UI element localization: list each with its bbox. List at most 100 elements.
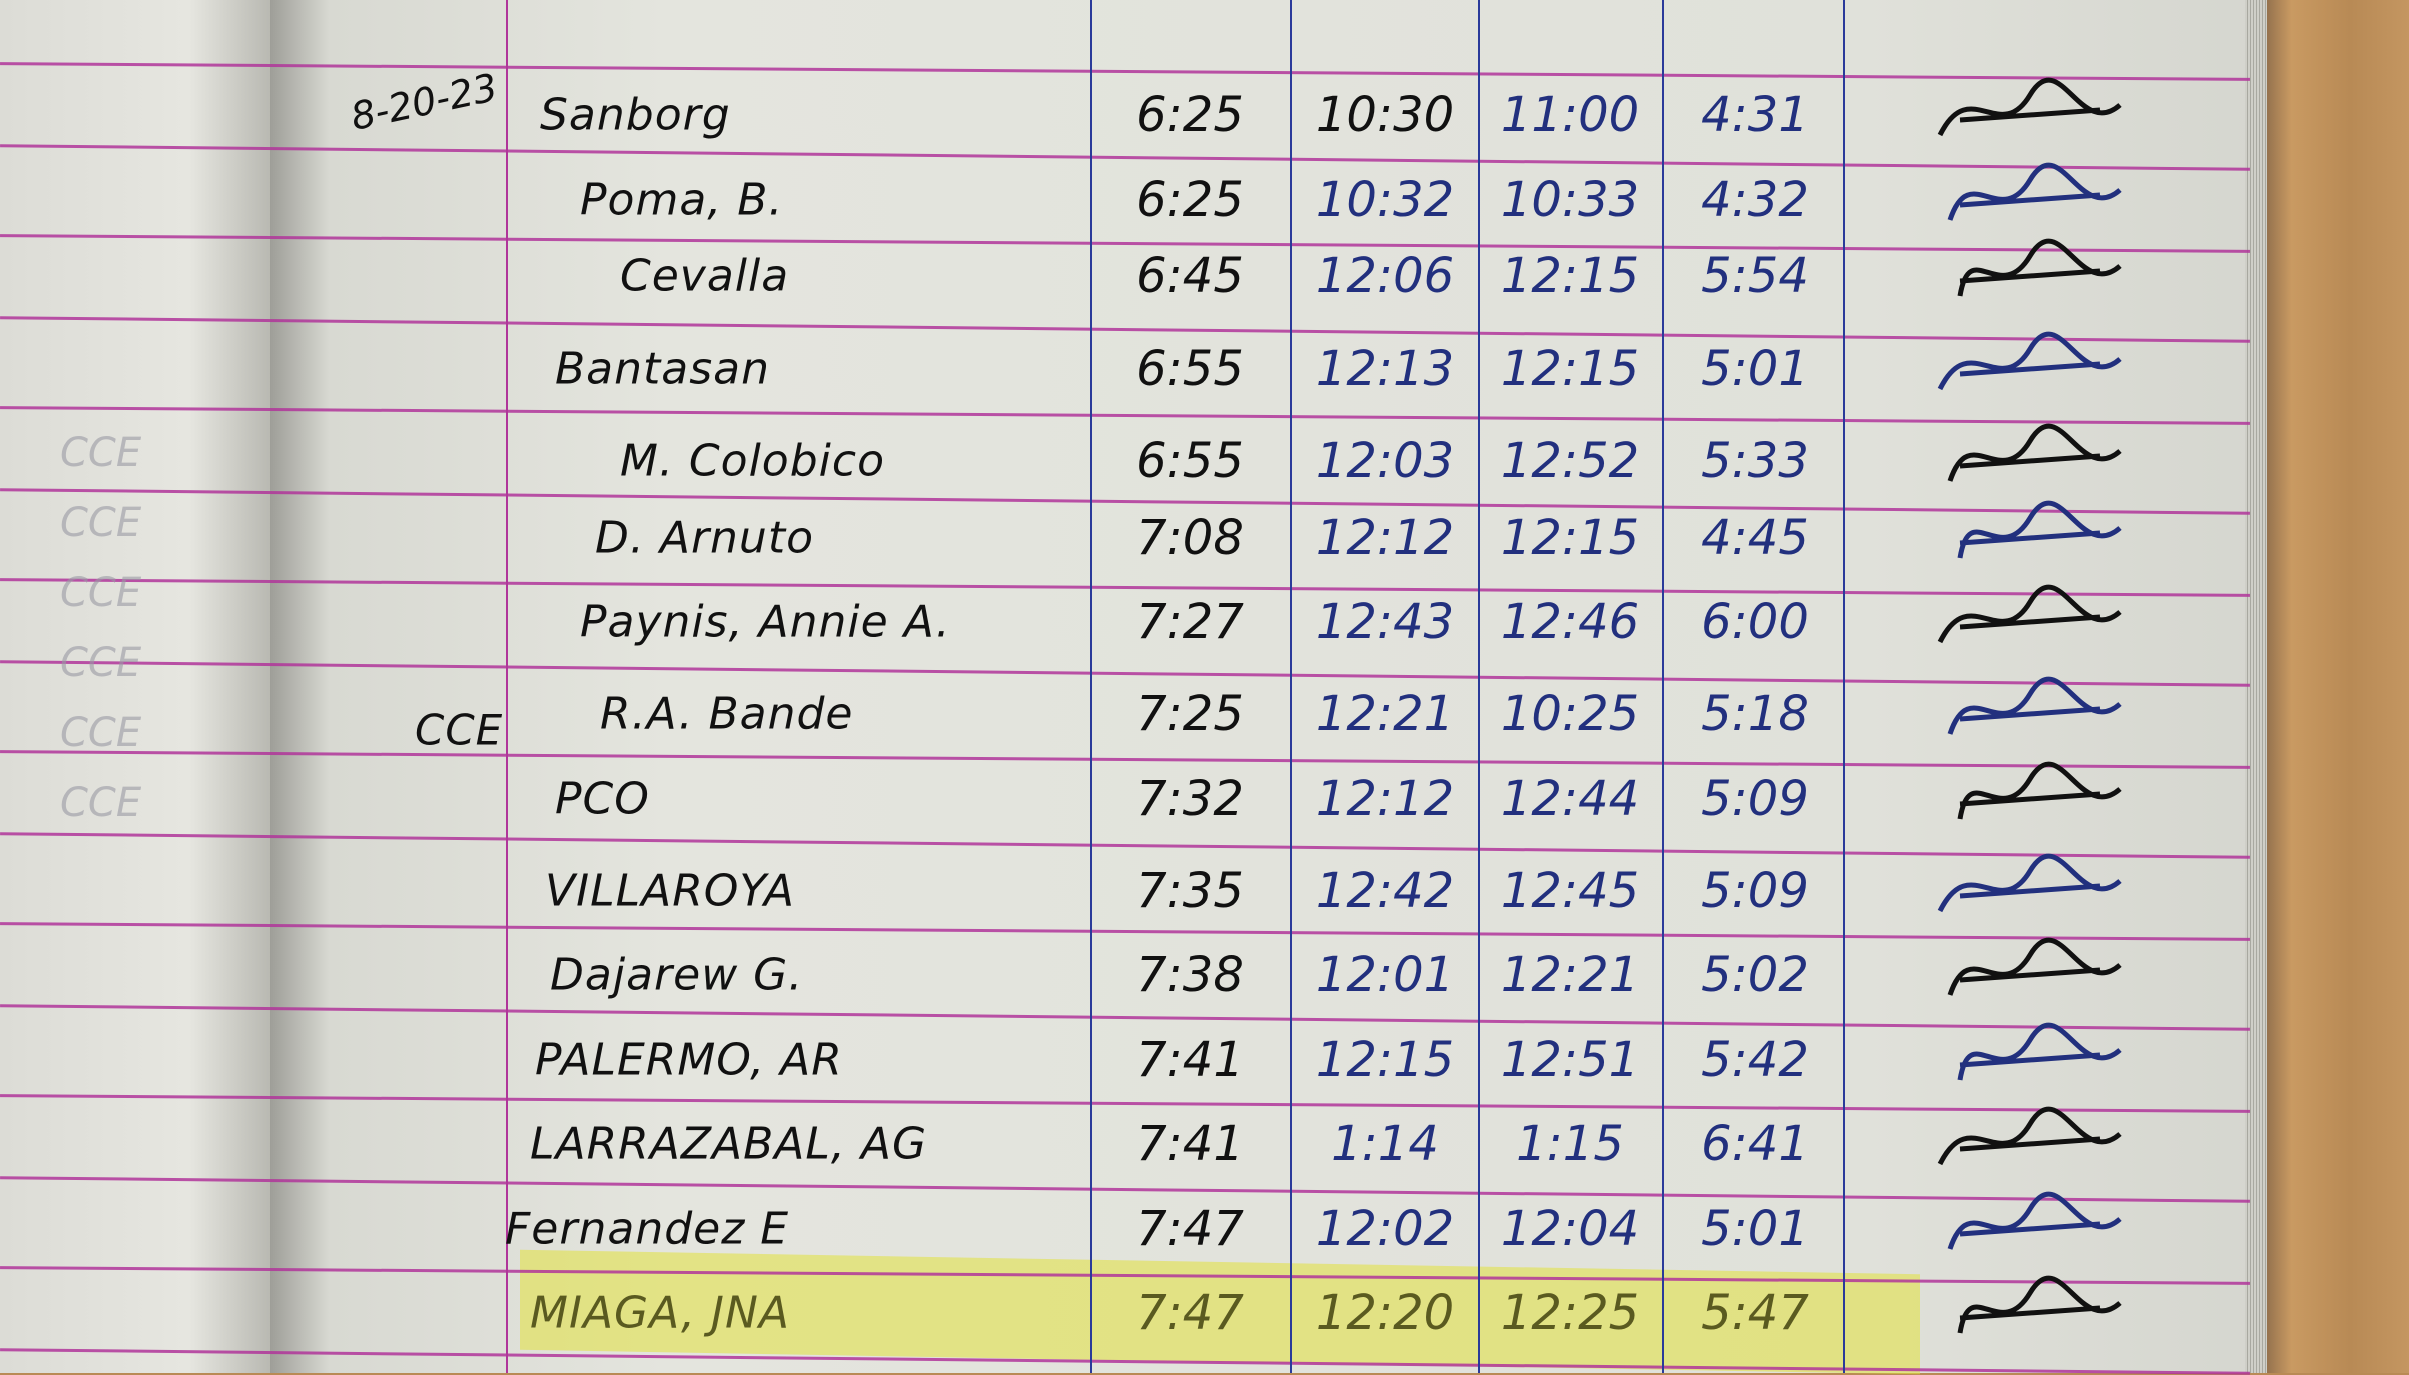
time-out-pm: 5:01: [1701, 341, 1809, 397]
time-in-am: 7:47: [1136, 1285, 1244, 1341]
time-in-pm: 10:25: [1500, 686, 1640, 742]
employee-name: R.A. Bande: [600, 688, 854, 740]
signature: [1937, 77, 2122, 137]
employee-name: Bantasan: [555, 343, 771, 395]
time-in-am: 7:38: [1136, 947, 1244, 1003]
time-out-am: 10:32: [1315, 172, 1455, 228]
time-in-am: 6:25: [1136, 172, 1244, 228]
faint-entry: CCE: [60, 710, 142, 756]
time-out-pm: 5:01: [1701, 1201, 1809, 1257]
time-in-am: 7:08: [1136, 510, 1244, 566]
time-out-am: 12:15: [1315, 1032, 1455, 1088]
time-out-am: 12:13: [1315, 341, 1455, 397]
column-divider: [1662, 0, 1664, 1373]
time-in-pm: 12:15: [1500, 248, 1640, 304]
time-out-pm: 5:47: [1701, 1285, 1809, 1341]
margin-line: [506, 0, 508, 1373]
signature: [1957, 1275, 2122, 1334]
time-out-am: 12:20: [1315, 1285, 1455, 1341]
employee-name: VILLAROYA: [545, 865, 795, 917]
time-in-am: 7:35: [1136, 863, 1244, 919]
time-out-am: 12:12: [1315, 771, 1455, 827]
employee-name: Cevalla: [620, 250, 790, 302]
signature: [1937, 1106, 2122, 1166]
faint-entry: CCE: [60, 780, 142, 826]
signature: [1957, 1022, 2122, 1081]
employee-name: Paynis, Annie A.: [580, 596, 951, 648]
signature: [1947, 676, 2122, 735]
time-in-pm: 12:15: [1500, 510, 1640, 566]
time-out-pm: 4:45: [1701, 510, 1809, 566]
time-out-pm: 6:00: [1701, 594, 1809, 650]
time-out-pm: 4:32: [1701, 172, 1809, 228]
time-in-pm: 12:45: [1500, 863, 1640, 919]
time-in-am: 6:55: [1136, 433, 1244, 489]
faint-entry: CCE: [60, 570, 142, 616]
left-page: [0, 0, 270, 1373]
time-in-pm: 10:33: [1500, 172, 1640, 228]
time-in-am: 7:32: [1136, 771, 1244, 827]
employee-name: M. Colobico: [620, 435, 885, 487]
time-in-pm: 12:44: [1500, 771, 1640, 827]
time-in-am: 6:55: [1136, 341, 1244, 397]
employee-name: Sanborg: [540, 89, 731, 141]
signature: [1937, 584, 2122, 644]
time-in-pm: 12:04: [1500, 1201, 1640, 1257]
time-in-am: 7:41: [1136, 1116, 1244, 1172]
time-in-pm: 12:46: [1500, 594, 1640, 650]
faint-entry: CCE: [60, 640, 142, 686]
time-in-am: 6:45: [1136, 248, 1244, 304]
time-out-pm: 5:33: [1701, 433, 1809, 489]
employee-name: PALERMO, AR: [535, 1034, 843, 1086]
employee-name: D. Arnuto: [595, 512, 814, 564]
time-in-pm: 12:51: [1500, 1032, 1640, 1088]
signature: [1957, 500, 2122, 559]
time-in-pm: 12:25: [1500, 1285, 1640, 1341]
time-out-am: 12:06: [1315, 248, 1455, 304]
time-out-pm: 5:42: [1701, 1032, 1809, 1088]
page-edges: [2245, 0, 2267, 1373]
time-in-am: 7:27: [1136, 594, 1244, 650]
department-tag: CCE: [415, 705, 504, 755]
column-divider: [1478, 0, 1480, 1373]
time-in-am: 7:25: [1136, 686, 1244, 742]
time-out-pm: 6:41: [1701, 1116, 1809, 1172]
time-out-am: 12:12: [1315, 510, 1455, 566]
time-out-pm: 5:02: [1701, 947, 1809, 1003]
time-out-am: 12:02: [1315, 1201, 1455, 1257]
time-in-pm: 1:15: [1516, 1116, 1624, 1172]
signature: [1957, 238, 2122, 297]
time-in-pm: 12:52: [1500, 433, 1640, 489]
time-out-am: 12:43: [1315, 594, 1455, 650]
time-out-am: 12:01: [1315, 947, 1455, 1003]
time-in-am: 6:25: [1136, 87, 1244, 143]
signature: [1937, 853, 2122, 913]
time-out-pm: 5:09: [1701, 771, 1809, 827]
column-divider: [1090, 0, 1092, 1373]
time-in-pm: 11:00: [1500, 87, 1640, 143]
employee-name: LARRAZABAL, AG: [530, 1118, 928, 1170]
faint-entry: CCE: [60, 500, 142, 546]
employee-name: Dajarew G.: [550, 949, 804, 1001]
employee-name: Poma, B.: [580, 174, 784, 226]
time-out-pm: 5:18: [1701, 686, 1809, 742]
time-in-am: 7:47: [1136, 1201, 1244, 1257]
time-out-am: 12:42: [1315, 863, 1455, 919]
signature: [1947, 937, 2122, 996]
time-out-pm: 4:31: [1701, 87, 1809, 143]
time-out-am: 12:21: [1315, 686, 1455, 742]
right-page: [270, 0, 2265, 1373]
time-out-am: 1:14: [1331, 1116, 1439, 1172]
time-out-pm: 5:09: [1701, 863, 1809, 919]
signature-column: [1937, 77, 2122, 1334]
signature: [1937, 331, 2122, 391]
signature: [1947, 1191, 2122, 1250]
time-in-am: 7:41: [1136, 1032, 1244, 1088]
signature: [1947, 162, 2122, 221]
wooden-table: [2262, 0, 2409, 1373]
time-in-pm: 12:21: [1500, 947, 1640, 1003]
column-divider: [1290, 0, 1292, 1373]
signature: [1947, 423, 2122, 482]
employee-name: PCO: [555, 773, 650, 825]
time-out-am: 10:30: [1315, 87, 1455, 143]
